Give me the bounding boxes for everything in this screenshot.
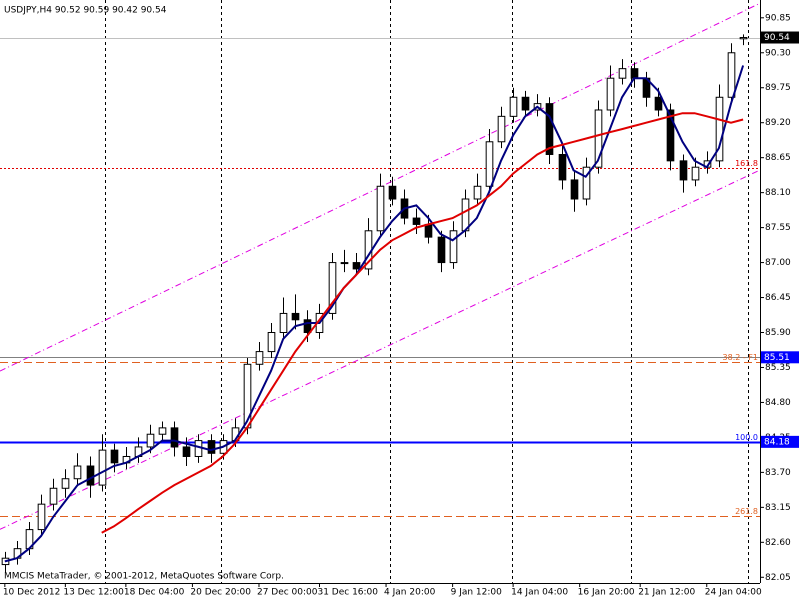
candle-body: [521, 96, 530, 111]
y-tick-label: 86.45: [765, 293, 791, 303]
level-label: 100.0: [735, 433, 758, 442]
y-tick-label: 88.65: [765, 153, 791, 163]
candle-body: [727, 52, 736, 98]
x-tick-label: 24 Jan 04:00: [705, 588, 762, 598]
candle-body: [98, 449, 107, 486]
y-tick-label: 88.10: [765, 188, 791, 198]
candle-body: [424, 223, 433, 238]
level-label: 38.2 - F1: [723, 353, 758, 362]
y-tick-label: 83.15: [765, 503, 791, 513]
candle-body: [691, 166, 700, 181]
x-tick-label: 4 Jan 20:00: [384, 588, 436, 598]
candle-body: [582, 166, 591, 200]
price-box: [761, 435, 799, 448]
y-tick-label: 90.85: [765, 13, 791, 23]
candle-body: [170, 427, 179, 448]
candle-body: [570, 179, 579, 200]
level-label: 261.8: [735, 507, 758, 516]
candle-body: [37, 503, 46, 531]
candle-body: [158, 427, 167, 435]
candle-body: [146, 433, 155, 448]
x-tick-label: 27 Dec 00:00: [257, 588, 318, 598]
x-tick-label: 10 Dec 2012: [3, 588, 61, 598]
candle-body: [594, 109, 603, 168]
y-tick-label: 89.75: [765, 83, 791, 93]
footer: MMCIS MetaTrader, © 2001-2012, MetaQuote…: [4, 572, 284, 582]
price-box-label: 84.18: [764, 437, 790, 447]
candle-body: [73, 465, 82, 480]
y-tick-label: 85.90: [765, 328, 791, 338]
candle-body: [630, 68, 639, 79]
candle-body: [666, 109, 675, 162]
channel-line: [0, 2, 761, 372]
candle-body: [328, 262, 337, 314]
candle-body: [376, 185, 385, 232]
candle-body: [303, 319, 312, 334]
candle-body: [449, 230, 458, 264]
y-tick-label: 89.20: [765, 118, 791, 128]
x-tick-label: 14 Jan 04:00: [511, 588, 568, 598]
candle-body: [291, 312, 300, 321]
price-box-label: 85.51: [764, 353, 790, 363]
candle-body: [86, 465, 95, 486]
moving-average: [4, 65, 745, 563]
candle-body: [654, 96, 663, 111]
y-tick-label: 82.05: [765, 573, 791, 583]
x-tick-label: 20 Dec 20:00: [190, 588, 251, 598]
candle-body: [110, 449, 119, 464]
candle-body: [207, 440, 216, 454]
chart-title: USDJPY,H4 90.52 90.59 90.42 90.54: [4, 6, 167, 16]
candle-body: [679, 160, 688, 181]
y-tick-label: 84.80: [765, 398, 791, 408]
candle-body: [545, 103, 554, 155]
candle-body: [558, 153, 567, 181]
price-box: [761, 351, 799, 364]
candle-body: [412, 217, 421, 225]
candle-body: [267, 332, 276, 353]
y-tick-label: 82.60: [765, 538, 791, 548]
x-tick-label: 16 Jan 20:00: [578, 588, 635, 598]
candle-body: [618, 68, 627, 79]
price-box: [761, 31, 799, 44]
candle-body: [739, 37, 748, 40]
candle-body: [461, 198, 470, 232]
channel-line: [0, 169, 761, 530]
candle-body: [606, 77, 615, 111]
candle-body: [182, 446, 191, 457]
y-tick-label: 87.00: [765, 258, 791, 268]
x-tick-label: 9 Jan 12:00: [451, 588, 503, 598]
candle-body: [49, 487, 58, 505]
x-tick-label: 21 Jan 12:00: [638, 588, 695, 598]
candle-body: [509, 96, 518, 117]
moving-average: [101, 112, 744, 534]
level-label: 161.8: [735, 159, 758, 168]
candle-body: [497, 115, 506, 143]
y-tick-label: 85.35: [765, 363, 791, 373]
candle-body: [715, 96, 724, 162]
plot-area: [0, 0, 761, 583]
candle-body: [61, 478, 70, 489]
candle-body: [473, 185, 482, 200]
candle-body: [340, 262, 349, 265]
candle-body: [279, 312, 288, 334]
x-tick-label: 18 Dec 04:00: [124, 588, 185, 598]
candle-body: [255, 351, 264, 365]
candle-body: [352, 262, 361, 270]
y-tick-label: 87.55: [765, 223, 791, 233]
candle-body: [485, 141, 494, 187]
candle-body: [388, 185, 397, 200]
candle-body: [437, 236, 446, 264]
y-tick-label: 90.30: [765, 48, 791, 58]
price-box-label: 90.54: [764, 33, 790, 43]
x-tick-label: 13 Dec 12:00: [63, 588, 124, 598]
y-tick-label: 83.70: [765, 468, 791, 478]
x-tick-label: 31 Dec 16:00: [317, 588, 378, 598]
